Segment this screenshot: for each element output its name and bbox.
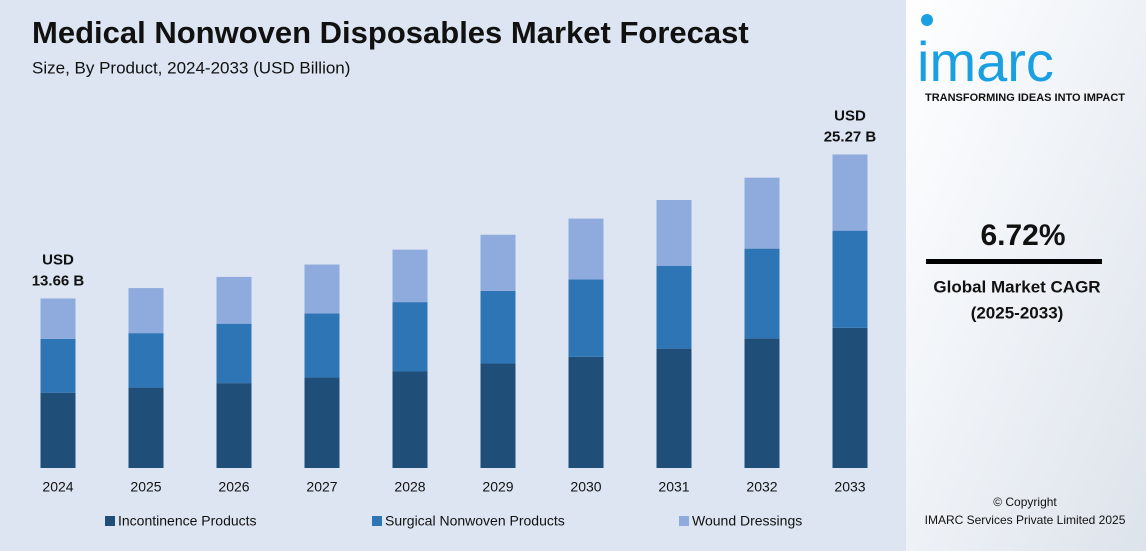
legend-label: Surgical Nonwoven Products [385, 513, 565, 529]
bar-segment [480, 363, 516, 468]
bar-segment [832, 230, 868, 328]
bar-segment [480, 234, 516, 291]
bar-segment [216, 276, 252, 324]
x-tick-label: 2030 [570, 479, 601, 495]
x-tick-label: 2027 [306, 479, 337, 495]
bar-segment [568, 279, 604, 357]
bar-segment [40, 298, 76, 339]
legend-label: Wound Dressings [692, 513, 802, 529]
bar-segment [304, 264, 340, 314]
x-tick-label: 2033 [834, 479, 865, 495]
legend-swatch [105, 516, 115, 526]
x-tick-label: 2028 [394, 479, 425, 495]
bar-segment [128, 288, 164, 334]
bar-segment [304, 377, 340, 468]
cagr-label: Global Market CAGR [933, 277, 1100, 296]
bar-segment [656, 265, 692, 349]
x-tick-label: 2032 [746, 479, 777, 495]
legend-label: Incontinence Products [118, 513, 257, 529]
bar-segment [568, 218, 604, 280]
x-tick-label: 2031 [658, 479, 689, 495]
bar-segment [568, 356, 604, 468]
cagr-rule [926, 259, 1102, 264]
bar-segment [392, 302, 428, 372]
bar-segment [744, 338, 780, 468]
chart-title: Medical Nonwoven Disposables Market Fore… [32, 15, 749, 50]
copyright: © Copyright [993, 495, 1057, 509]
bar-segment [216, 383, 252, 468]
bar-segment [392, 249, 428, 303]
bar-segment [128, 333, 164, 388]
bar-segment [216, 323, 252, 384]
x-tick-label: 2026 [218, 479, 249, 495]
bar-segment [392, 371, 428, 468]
company: IMARC Services Private Limited 2025 [925, 513, 1126, 527]
bar-segment [744, 177, 780, 249]
bar-segment [40, 392, 76, 468]
x-tick-label: 2024 [42, 479, 73, 495]
cagr-value: 6.72% [980, 219, 1065, 252]
total-label: 13.66 B [32, 272, 85, 289]
x-tick-label: 2029 [482, 479, 513, 495]
x-tick-label: 2025 [130, 479, 161, 495]
bar-segment [40, 338, 76, 393]
logo: imarc [917, 30, 1054, 93]
legend-swatch [372, 516, 382, 526]
bar-segment [832, 154, 868, 231]
cagr-period: (2025-2033) [971, 303, 1064, 322]
sidebar-background [906, 0, 1146, 551]
tagline: TRANSFORMING IDEAS INTO IMPACT [925, 92, 1125, 104]
logo-dot [921, 14, 933, 26]
bar-segment [656, 200, 692, 266]
bar-segment [744, 248, 780, 339]
bar-segment [480, 290, 516, 364]
bar-segment [128, 387, 164, 468]
total-label: USD [42, 251, 74, 268]
legend-swatch [679, 516, 689, 526]
chart-subtitle: Size, By Product, 2024-2033 (USD Billion… [32, 58, 350, 77]
bar-segment [304, 313, 340, 378]
total-label: USD [834, 107, 866, 124]
bar-segment [656, 348, 692, 468]
bar-segment [832, 327, 868, 468]
total-label: 25.27 B [824, 128, 877, 145]
